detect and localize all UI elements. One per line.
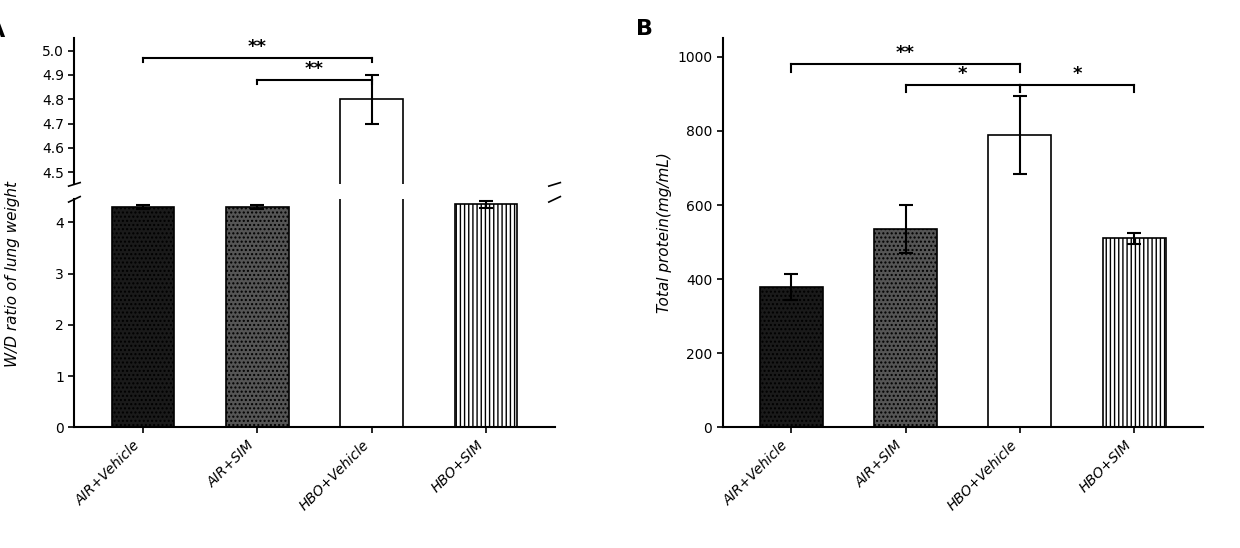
Bar	[874, 229, 937, 427]
Text: A: A	[0, 21, 5, 41]
Bar	[455, 204, 517, 427]
Bar	[226, 221, 289, 548]
Y-axis label: Total protein(mg/mL): Total protein(mg/mL)	[656, 152, 672, 313]
Bar	[760, 287, 822, 427]
Text: *: *	[959, 65, 967, 83]
Text: W/D ratio of lung weight: W/D ratio of lung weight	[5, 181, 20, 367]
Bar	[988, 135, 1052, 427]
Bar	[340, 181, 403, 427]
Text: **: **	[248, 38, 267, 56]
Bar	[226, 207, 289, 427]
Text: B: B	[636, 19, 653, 39]
Text: *: *	[1073, 65, 1081, 83]
Bar	[455, 209, 517, 548]
Bar	[340, 99, 403, 548]
Bar	[112, 221, 175, 548]
Text: **: **	[897, 44, 915, 62]
Bar	[112, 207, 175, 427]
Text: **: **	[305, 60, 324, 78]
Bar	[1102, 238, 1166, 427]
